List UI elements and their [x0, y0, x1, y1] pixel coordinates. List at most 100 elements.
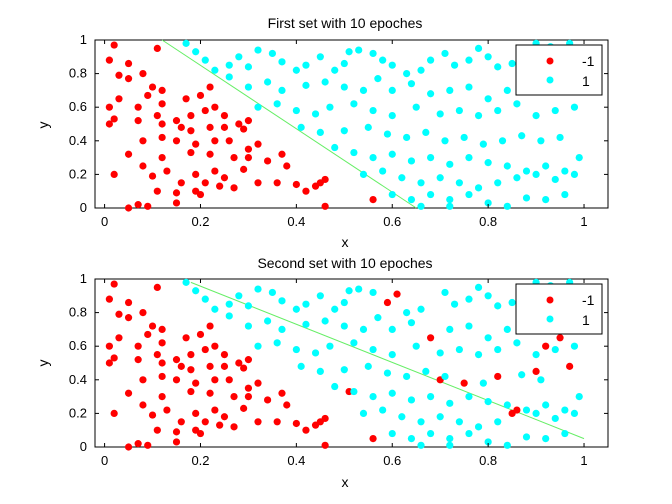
data-point-pos1: [407, 396, 416, 404]
legend-marker-pos1: [546, 315, 554, 323]
data-point-pos1: [537, 376, 545, 384]
data-point-pos1: [427, 393, 435, 401]
data-point-neg1: [494, 372, 502, 381]
data-point-neg1: [158, 372, 166, 381]
data-point-pos1: [446, 441, 454, 449]
y-tick-label: 0.6: [69, 99, 87, 114]
data-point-neg1: [153, 112, 161, 120]
data-point-pos1: [292, 66, 300, 74]
data-point-pos1: [494, 418, 502, 426]
data-point-pos1: [369, 288, 377, 297]
data-point-neg1: [273, 418, 281, 426]
data-point-neg1: [134, 201, 142, 209]
data-point-pos1: [427, 90, 435, 98]
data-point-pos1: [321, 78, 329, 86]
data-point-neg1: [134, 117, 142, 125]
data-point-pos1: [225, 312, 233, 320]
data-point-pos1: [474, 423, 483, 431]
data-point-neg1: [254, 179, 262, 187]
data-point-neg1: [196, 91, 205, 100]
data-point-neg1: [172, 189, 181, 197]
data-point-neg1: [110, 115, 118, 123]
x-tick-labels: 0 0.2 0.4 0.6 0.8 1: [101, 453, 588, 468]
data-point-neg1: [105, 103, 113, 111]
data-point-pos1: [211, 66, 219, 74]
data-point-neg1: [124, 314, 133, 322]
data-point-neg1: [153, 44, 161, 53]
data-point-pos1: [484, 159, 492, 167]
data-point-pos1: [244, 63, 253, 71]
data-point-neg1: [240, 125, 248, 133]
data-point-pos1: [350, 339, 358, 347]
data-point-neg1: [254, 418, 262, 426]
data-point-pos1: [244, 302, 253, 310]
data-point-pos1: [570, 342, 579, 350]
data-point-neg1: [201, 345, 209, 354]
data-point-pos1: [364, 362, 372, 370]
data-point-neg1: [187, 127, 195, 135]
data-point-pos1: [388, 429, 396, 438]
data-point-neg1: [220, 351, 229, 359]
data-point-pos1: [345, 287, 353, 295]
data-point-neg1: [220, 123, 229, 131]
legend: -1 1: [515, 44, 603, 96]
data-point-pos1: [474, 112, 483, 120]
data-point-neg1: [196, 429, 205, 438]
data-point-pos1: [556, 133, 564, 142]
data-point-neg1: [542, 342, 550, 350]
data-point-pos1: [326, 103, 334, 111]
y-tick-label: 0.8: [69, 305, 87, 320]
data-point-pos1: [532, 409, 540, 417]
data-point-pos1: [403, 372, 411, 381]
data-point-neg1: [124, 204, 133, 212]
data-point-pos1: [422, 128, 430, 136]
y-tick-labels: 0 0.2 0.4 0.6 0.8 1: [69, 32, 87, 215]
data-point-neg1: [105, 120, 113, 128]
data-point-neg1: [254, 140, 262, 148]
data-point-pos1: [417, 418, 425, 426]
data-point-neg1: [369, 435, 377, 443]
data-point-neg1: [153, 283, 161, 291]
data-point-neg1: [230, 154, 238, 162]
y-tick-label: 0.4: [69, 372, 87, 387]
x-tick-labels: 0 0.2 0.4 0.6 0.8 1: [101, 214, 588, 229]
data-point-pos1: [316, 367, 324, 375]
data-point-neg1: [153, 351, 161, 359]
data-point-neg1: [556, 334, 564, 342]
data-point-pos1: [192, 48, 200, 56]
data-point-pos1: [340, 83, 348, 91]
data-point-neg1: [532, 367, 540, 375]
data-point-pos1: [374, 314, 382, 322]
data-point-pos1: [508, 59, 516, 68]
data-point-neg1: [105, 342, 113, 350]
x-tick-label: 0.6: [383, 453, 401, 468]
data-point-pos1: [427, 429, 435, 438]
y-tick-label: 1: [80, 271, 87, 286]
data-point-neg1: [383, 298, 392, 307]
data-point-neg1: [153, 187, 161, 195]
data-point-pos1: [484, 95, 492, 103]
data-point-neg1: [240, 404, 248, 412]
data-point-pos1: [542, 401, 550, 409]
data-point-pos1: [494, 106, 502, 115]
data-point-neg1: [182, 334, 190, 342]
data-point-pos1: [494, 302, 502, 310]
data-point-neg1: [263, 396, 272, 404]
data-point-neg1: [187, 112, 195, 120]
data-point-neg1: [192, 409, 200, 417]
data-point-pos1: [474, 184, 483, 192]
data-point-pos1: [388, 351, 396, 359]
data-point-neg1: [110, 280, 118, 288]
data-point-neg1: [566, 362, 574, 370]
data-point-neg1: [148, 322, 157, 330]
data-point-pos1: [359, 86, 368, 94]
data-point-pos1: [340, 127, 348, 135]
data-point-neg1: [393, 290, 401, 298]
data-point-neg1: [110, 354, 118, 362]
data-point-pos1: [427, 190, 435, 199]
data-point-neg1: [302, 426, 310, 434]
data-point-pos1: [383, 130, 392, 138]
data-point-neg1: [105, 56, 113, 64]
data-point-pos1: [331, 66, 339, 74]
data-point-pos1: [388, 190, 396, 199]
